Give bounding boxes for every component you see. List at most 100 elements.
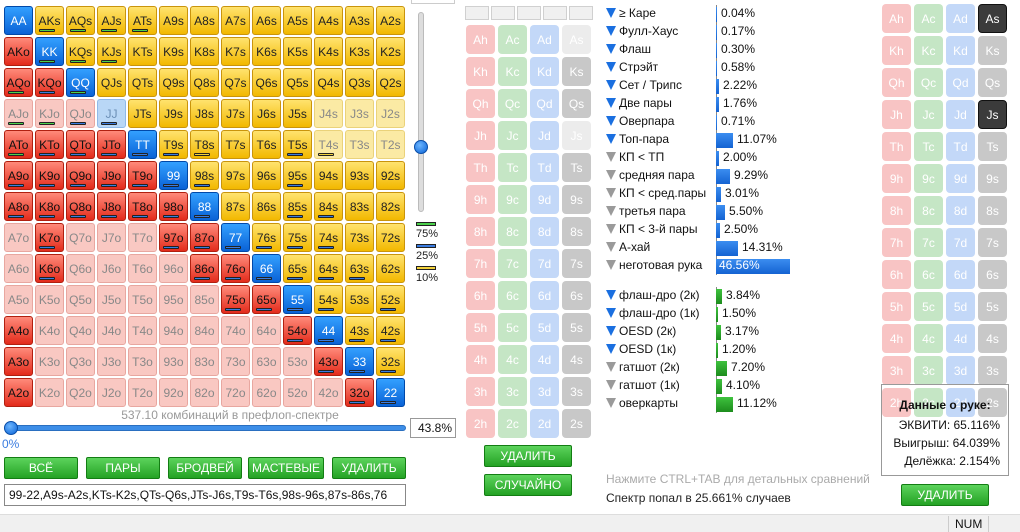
card-3h[interactable]: 3h	[882, 356, 911, 385]
card-5d[interactable]: 5d	[946, 292, 975, 321]
card-Jc[interactable]: Jc	[914, 100, 943, 129]
filter-funnel-icon[interactable]	[606, 8, 616, 18]
stat-row[interactable]: А-хай 14.31%	[606, 239, 906, 257]
hand-cell[interactable]: 62o	[252, 378, 281, 407]
stat-row[interactable]: средняя пара 9.29%	[606, 167, 906, 185]
filter-funnel-icon[interactable]	[606, 326, 616, 336]
hand-cell[interactable]: A4o	[4, 316, 33, 345]
stat-row[interactable]: Сет / Трипс 2.22%	[606, 77, 906, 95]
card-Th[interactable]: Th	[466, 153, 495, 182]
hand-cell[interactable]: Q7o	[66, 223, 95, 252]
hand-cell[interactable]: J9s	[159, 99, 188, 128]
card-4s[interactable]: 4s	[978, 324, 1007, 353]
hand-cell[interactable]: Q2o	[66, 378, 95, 407]
card-2d[interactable]: 2d	[946, 388, 975, 417]
hand-cell[interactable]: 54o	[283, 316, 312, 345]
hand-cell[interactable]: AJo	[4, 99, 33, 128]
card-As[interactable]: As	[562, 25, 591, 54]
card-7h[interactable]: 7h	[466, 249, 495, 278]
card-2s[interactable]: 2s	[978, 388, 1007, 417]
card-9c[interactable]: 9c	[914, 164, 943, 193]
card-4h[interactable]: 4h	[466, 345, 495, 374]
hand-cell[interactable]: AA	[4, 6, 33, 35]
hero-clear-button[interactable]: УДАЛИТЬ	[901, 484, 989, 506]
hand-cell[interactable]: 42s	[376, 316, 405, 345]
vertical-slider[interactable]	[414, 12, 428, 212]
filter-funnel-icon[interactable]	[606, 62, 616, 72]
card-7c[interactable]: 7c	[914, 228, 943, 257]
hand-cell[interactable]: 63s	[345, 254, 374, 283]
filter-funnel-icon[interactable]	[606, 26, 616, 36]
filter-funnel-icon[interactable]	[606, 206, 616, 216]
hand-cell[interactable]: 64s	[314, 254, 343, 283]
card-Qc[interactable]: Qc	[914, 68, 943, 97]
hand-cell[interactable]: 65o	[252, 285, 281, 314]
hand-cell[interactable]: 95s	[283, 161, 312, 190]
card-4h[interactable]: 4h	[882, 324, 911, 353]
card-Qh[interactable]: Qh	[882, 68, 911, 97]
hand-cell[interactable]: J5o	[97, 285, 126, 314]
hand-cell[interactable]: KQo	[35, 68, 64, 97]
hand-cell[interactable]: QTs	[128, 68, 157, 97]
card-2s[interactable]: 2s	[562, 409, 591, 438]
card-Ts[interactable]: Ts	[562, 153, 591, 182]
hand-cell[interactable]: ATo	[4, 130, 33, 159]
card-Ah[interactable]: Ah	[466, 25, 495, 54]
card-2d[interactable]: 2d	[530, 409, 559, 438]
hand-cell[interactable]: ATs	[128, 6, 157, 35]
hand-cell[interactable]: T7o	[128, 223, 157, 252]
hand-cell[interactable]: Q8s	[190, 68, 219, 97]
card-Ad[interactable]: Ad	[530, 25, 559, 54]
stat-row[interactable]: КП < ТП 2.00%	[606, 149, 906, 167]
card-7s[interactable]: 7s	[978, 228, 1007, 257]
card-3c[interactable]: 3c	[498, 377, 527, 406]
hand-cell[interactable]: J2s	[376, 99, 405, 128]
stat-row[interactable]: Флаш 0.30%	[606, 41, 906, 59]
stat-row[interactable]: третья пара 5.50%	[606, 203, 906, 221]
range-percent-field[interactable]: 43.8%	[410, 418, 456, 438]
card-9s[interactable]: 9s	[562, 185, 591, 214]
card-6h[interactable]: 6h	[882, 260, 911, 289]
hand-cell[interactable]: KTo	[35, 130, 64, 159]
hand-cell[interactable]: 96o	[159, 254, 188, 283]
hand-cell[interactable]: Q5o	[66, 285, 95, 314]
card-8c[interactable]: 8c	[914, 196, 943, 225]
hand-cell[interactable]: J5s	[283, 99, 312, 128]
hand-cell[interactable]: KK	[35, 37, 64, 66]
filter-funnel-icon[interactable]	[606, 308, 616, 318]
card-Js[interactable]: Js	[562, 121, 591, 150]
hand-cell[interactable]: A5s	[283, 6, 312, 35]
card-Kd[interactable]: Kd	[530, 57, 559, 86]
hand-cell[interactable]: Q9s	[159, 68, 188, 97]
hand-cell[interactable]: J4o	[97, 316, 126, 345]
hand-cell[interactable]: T5o	[128, 285, 157, 314]
card-Kd[interactable]: Kd	[946, 36, 975, 65]
hand-cell[interactable]: T4o	[128, 316, 157, 345]
hand-cell[interactable]: 98s	[190, 161, 219, 190]
filter-funnel-icon[interactable]	[606, 116, 616, 126]
hand-cell[interactable]: 86o	[190, 254, 219, 283]
hand-cell[interactable]: K7s	[221, 37, 250, 66]
board-clear-button[interactable]: УДАЛИТЬ	[484, 445, 572, 467]
hand-cell[interactable]: 98o	[159, 192, 188, 221]
hand-cell[interactable]: AQs	[66, 6, 95, 35]
card-8h[interactable]: 8h	[466, 217, 495, 246]
hand-cell[interactable]: K6s	[252, 37, 281, 66]
hand-cell[interactable]: K4s	[314, 37, 343, 66]
hand-cell[interactable]: Q2s	[376, 68, 405, 97]
hand-cell[interactable]: 86s	[252, 192, 281, 221]
stat-row[interactable]: ≥ Каре 0.04%	[606, 5, 906, 23]
hand-cell[interactable]: 84s	[314, 192, 343, 221]
filter-funnel-icon[interactable]	[606, 224, 616, 234]
hand-cell[interactable]: 54s	[314, 285, 343, 314]
card-Qs[interactable]: Qs	[978, 68, 1007, 97]
hand-cell[interactable]: K7o	[35, 223, 64, 252]
hand-cell[interactable]: 82o	[190, 378, 219, 407]
card-6d[interactable]: 6d	[946, 260, 975, 289]
hand-cell[interactable]: KJs	[97, 37, 126, 66]
hand-cell[interactable]: Q5s	[283, 68, 312, 97]
card-7d[interactable]: 7d	[530, 249, 559, 278]
hand-cell[interactable]: K2o	[35, 378, 64, 407]
hand-cell[interactable]: A6o	[4, 254, 33, 283]
hand-cell[interactable]: T9o	[128, 161, 157, 190]
